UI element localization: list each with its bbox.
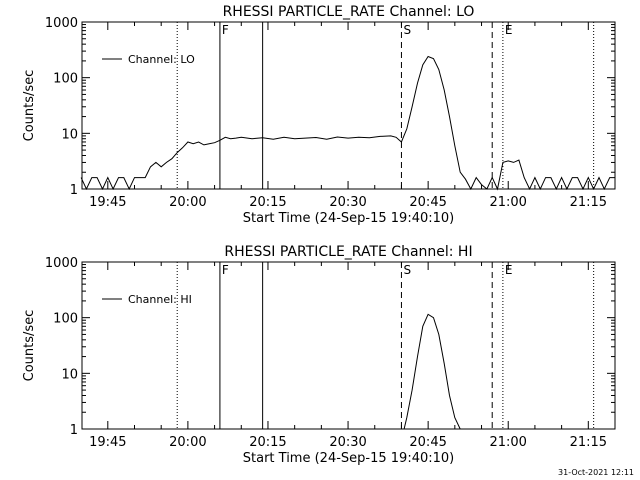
event-marker-label: S [403, 263, 411, 277]
chart-panel-2: RHESSI PARTICLE_RATE Channel: HI 1 10 100 10… [22, 244, 616, 466]
x-tick-label: 21:15 [570, 195, 607, 210]
y-tick-label: 1 [70, 423, 78, 438]
x-tick-label: 20:45 [409, 435, 446, 450]
chart-title: RHESSI PARTICLE_RATE Channel: HI [224, 244, 472, 260]
x-axis-label: Start Time (24-Sep-15 19:40:10) [243, 211, 454, 226]
y-tick-label: 1000 [45, 16, 78, 31]
x-tick-label: 21:00 [489, 435, 526, 450]
plot-frame [81, 261, 616, 430]
y-tick-label: 100 [53, 72, 78, 87]
x-tick-label: 20:00 [169, 195, 206, 210]
y-tick-label: 1000 [45, 256, 78, 271]
x-tick-label: 20:45 [409, 195, 446, 210]
chart-panel-1: RHESSI PARTICLE_RATE Channel: LO 1 10 100 10… [22, 4, 616, 226]
event-marker-label: F [222, 23, 229, 37]
y-tick-label: 100 [53, 312, 78, 327]
x-axis-label: Start Time (24-Sep-15 19:40:10) [243, 451, 454, 466]
x-tick-label: 20:30 [329, 195, 366, 210]
x-tick-label: 19:45 [89, 195, 126, 210]
x-tick-label: 19:45 [89, 435, 126, 450]
x-tick-label: 20:00 [169, 435, 206, 450]
y-tick-label: 10 [61, 127, 78, 142]
event-marker-label: F [222, 263, 229, 277]
event-marker-label: S [403, 23, 411, 37]
event-marker-label: E [505, 23, 513, 37]
y-tick-label: 10 [61, 367, 78, 382]
event-marker-label: E [505, 263, 513, 277]
chart-title: RHESSI PARTICLE_RATE Channel: LO [223, 4, 475, 20]
y-axis-label: Counts/sec [22, 310, 37, 382]
series-line-channel-hi [403, 313, 461, 430]
legend-label: Channel: HI [128, 293, 192, 306]
x-tick-label: 21:15 [570, 435, 607, 450]
plot-frame [81, 21, 616, 190]
legend-label: Channel: LO [128, 53, 195, 66]
plot-timestamp: 31-Oct-2021 12:11 [558, 468, 634, 477]
y-tick-label: 1 [70, 183, 78, 198]
series-line-channel-lo [80, 55, 615, 191]
y-axis-label: Counts/sec [22, 70, 37, 142]
x-tick-label: 20:15 [249, 195, 286, 210]
x-tick-label: 20:30 [329, 435, 366, 450]
x-tick-label: 20:15 [249, 435, 286, 450]
x-tick-label: 21:00 [489, 195, 526, 210]
